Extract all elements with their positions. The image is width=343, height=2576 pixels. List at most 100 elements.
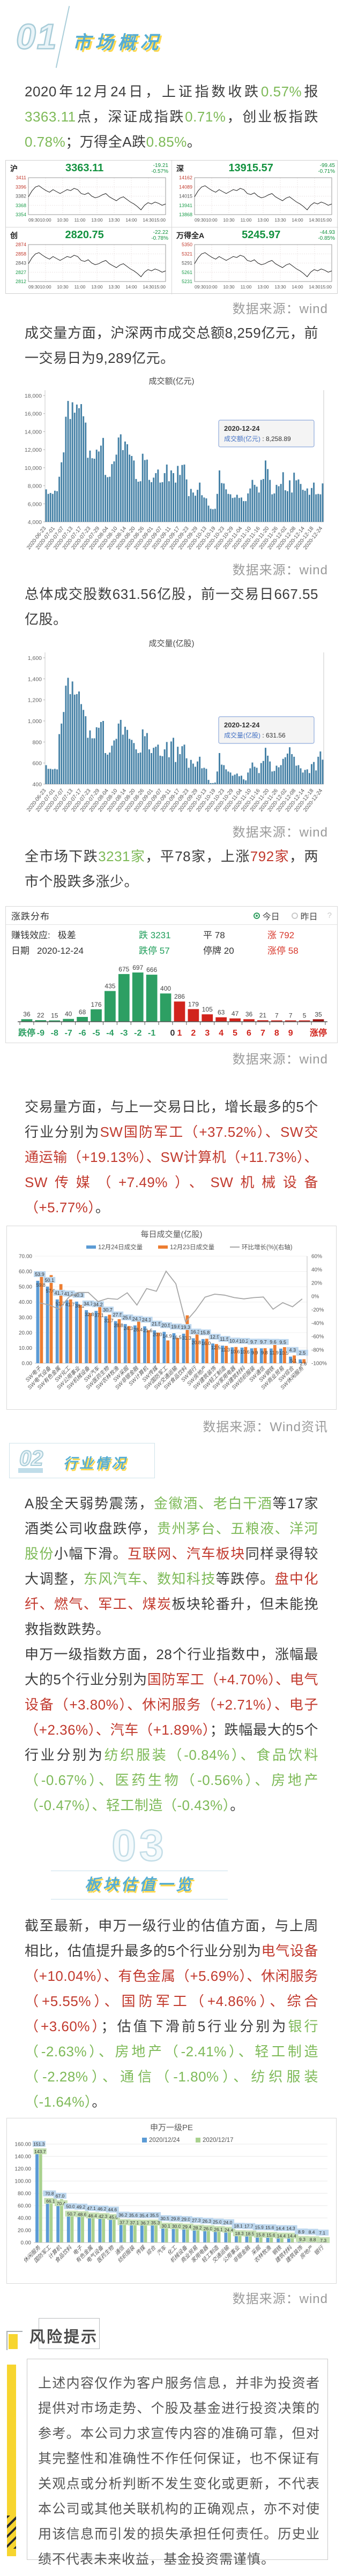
svg-text:29.4: 29.4 xyxy=(183,2224,192,2230)
svg-text:11.3: 11.3 xyxy=(221,1347,230,1352)
svg-text:环比增长(%)(右轴): 环比增长(%)(右轴) xyxy=(242,1243,293,1251)
text-segment: 0.85% xyxy=(146,134,187,150)
text-segment: 交易量方面，与上一交易日比，增长最多的5个行业分别为 xyxy=(25,1099,318,1140)
limit-up-label: 涨停 xyxy=(267,946,286,956)
index-name: 深 xyxy=(176,164,184,173)
turnover-amount-chart: 成交额(亿元) 4,000 6,000 8,000 10,000 12,000 14,000… xyxy=(11,374,332,556)
section-number: 02 xyxy=(19,1446,43,1471)
svg-text:50.1: 50.1 xyxy=(44,1278,54,1283)
pe-valuation-chart: 申万一级PE 2020/12/24 2020/12/17 0.00 20.00 40.00… xyxy=(6,2118,337,2284)
svg-text:80.00: 80.00 xyxy=(18,2191,31,2197)
svg-text:20.8: 20.8 xyxy=(192,1340,202,1345)
text-segment: 。 xyxy=(187,134,202,150)
svg-text:1,200: 1,200 xyxy=(28,697,42,704)
svg-text:36.2: 36.2 xyxy=(118,2212,128,2217)
svg-text:11:00: 11:00 xyxy=(74,217,86,223)
svg-text:14,000: 14,000 xyxy=(25,429,42,435)
svg-text:16,000: 16,000 xyxy=(25,411,42,417)
svg-text:-3: -3 xyxy=(120,1029,128,1038)
svg-text:14:00: 14:00 xyxy=(292,217,303,223)
text-segment: 成交量方面，沪深两市成交总额8,259亿元，前一交易日为9,289亿元。 xyxy=(25,325,318,366)
svg-text:28.8: 28.8 xyxy=(114,1323,123,1328)
svg-text:14:30: 14:30 xyxy=(309,284,320,290)
svg-text:15.8: 15.8 xyxy=(200,1330,210,1335)
svg-text:14:00: 14:00 xyxy=(125,217,137,223)
index-change: -22.22 -0.78% xyxy=(151,229,168,241)
text-segment: ；估值下滑前5行业分别为 xyxy=(101,2018,288,2034)
text-segment: 小幅下滑。 xyxy=(54,1546,128,1562)
data-source-label: 数据来源：wind xyxy=(0,559,328,577)
radio-today[interactable]: 今日 xyxy=(253,909,280,922)
svg-text:-20%: -20% xyxy=(311,1308,324,1313)
svg-text:成交额(亿元) : 8,258.89: 成交额(亿元) : 8,258.89 xyxy=(224,435,291,443)
svg-text:675: 675 xyxy=(118,966,129,973)
svg-text:7.1: 7.1 xyxy=(319,2230,325,2236)
svg-text:综合: 综合 xyxy=(145,2244,158,2256)
panel-header: 涨跌分布 今日 昨日 ? xyxy=(6,907,337,925)
svg-text:14:30: 14:30 xyxy=(309,217,320,223)
svg-text:2.6: 2.6 xyxy=(300,1361,307,1366)
data-source-label: 数据来源：Wind资讯 xyxy=(0,1416,328,1434)
svg-text:50.0: 50.0 xyxy=(66,2204,75,2209)
svg-text:成交量(亿股): 成交量(亿股) xyxy=(149,639,195,648)
svg-text:12.5: 12.5 xyxy=(211,1345,221,1350)
text-segment: 板块轮番升，但未能挽救指数跌势。 xyxy=(25,1596,318,1637)
svg-text:35.3: 35.3 xyxy=(151,2220,160,2225)
index-price: 2820.75 xyxy=(65,229,104,241)
svg-text:-2: -2 xyxy=(134,1029,141,1038)
svg-text:435: 435 xyxy=(105,983,115,990)
index-change: -19.21 -0.57% xyxy=(151,162,168,174)
down-count: 跌 3231 xyxy=(139,928,203,941)
svg-text:37.1: 37.1 xyxy=(130,2220,139,2225)
svg-text:30.0: 30.0 xyxy=(172,2224,181,2229)
svg-text:8: 8 xyxy=(274,1029,279,1038)
svg-text:-80%: -80% xyxy=(311,1348,324,1354)
svg-text:12.9: 12.9 xyxy=(210,1334,220,1340)
flat-label: 平 xyxy=(203,930,213,940)
radio-yesterday[interactable]: 昨日 xyxy=(291,909,318,922)
svg-text:10,000: 10,000 xyxy=(25,465,42,472)
text-segment: 银行（-2.63%）、房地产（-2.41%）、轻工制造（-2.28%）、通信（-… xyxy=(25,2018,318,2110)
svg-text:3354: 3354 xyxy=(16,212,26,217)
svg-text:15.8: 15.8 xyxy=(256,2232,265,2238)
svg-text:2858: 2858 xyxy=(16,251,26,256)
svg-text:1: 1 xyxy=(177,1029,182,1038)
section-title: 板块估值一览 xyxy=(84,1876,194,1894)
source-prefix: 数据来源： xyxy=(232,302,300,316)
svg-text:100.00: 100.00 xyxy=(14,2179,31,2185)
svg-text:15:00: 15:00 xyxy=(320,284,332,290)
date-label: 日期 xyxy=(11,946,29,956)
svg-text:14.3: 14.3 xyxy=(286,2226,295,2231)
svg-text:2020/12/24: 2020/12/24 xyxy=(149,2137,180,2144)
outline-box-decoration xyxy=(39,2318,100,2349)
svg-text:50.7: 50.7 xyxy=(67,2212,76,2217)
svg-text:20.5: 20.5 xyxy=(161,1323,171,1328)
svg-text:46.4: 46.4 xyxy=(88,2213,97,2218)
svg-text:13:00: 13:00 xyxy=(257,217,269,223)
disclaimer-text: 上述内容仅作为客户服务信息，并非为投资者提供对市场走势、个股及基金进行投资决策的… xyxy=(38,2376,320,2567)
svg-text:70.00: 70.00 xyxy=(19,1254,32,1260)
svg-text:41.7: 41.7 xyxy=(65,1302,75,1307)
svg-text:68: 68 xyxy=(79,1008,86,1016)
svg-text:60%: 60% xyxy=(311,1254,322,1260)
svg-text:9.3: 9.3 xyxy=(299,2237,305,2242)
pe-valuation-svg: 申万一级PE 2020/12/24 2020/12/17 0.00 20.00 40.00… xyxy=(14,2123,330,2264)
svg-text:26.0: 26.0 xyxy=(204,2226,213,2231)
svg-text:9.7: 9.7 xyxy=(260,1339,267,1344)
svg-text:10:00: 10:00 xyxy=(206,284,218,290)
yellow-block-decoration xyxy=(9,2334,18,2349)
risk-section-header: 风险提示 xyxy=(0,2318,343,2352)
svg-text:14:00: 14:00 xyxy=(125,284,137,290)
svg-text:3368: 3368 xyxy=(16,203,26,208)
svg-text:36.7: 36.7 xyxy=(140,2220,150,2225)
svg-text:140.00: 140.00 xyxy=(14,2154,31,2160)
help-icon[interactable]: ? xyxy=(327,911,332,920)
text-segment: 纺织服装（-0.84%）、食品饮料（-0.67%）、医药生物（-0.56%）、房… xyxy=(25,1747,318,1813)
svg-text:143.7: 143.7 xyxy=(34,2149,46,2154)
svg-text:10:00: 10:00 xyxy=(40,217,51,223)
source-prefix: 数据来源： xyxy=(232,2292,300,2306)
index-cell: 深 13915.57 -99.45 -0.71% 14162 14089 14015 1394… xyxy=(172,161,338,227)
